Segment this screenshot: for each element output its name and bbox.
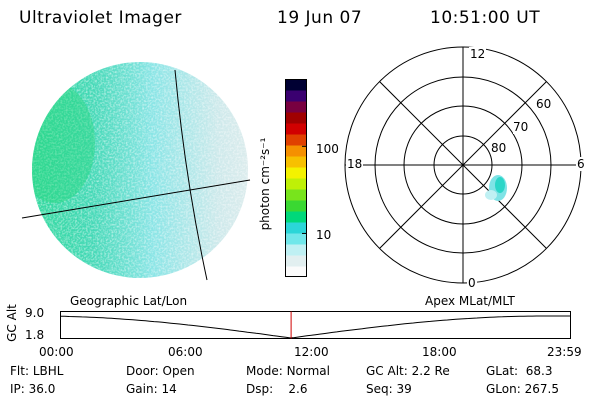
info-dsp-value: 2.6	[288, 382, 308, 396]
colorbar-segment	[285, 222, 307, 234]
mlt-label-6: 6	[576, 157, 586, 171]
colorbar-segment	[285, 211, 307, 223]
info-seq: Seq: 39	[366, 382, 412, 396]
mlt-label-18: 18	[346, 157, 364, 171]
colorbar-segment	[285, 134, 307, 146]
info-door-value: Open	[162, 364, 195, 378]
info-mode: Mode: Normal	[246, 364, 330, 378]
time-tick-2359: 23:59	[547, 345, 582, 359]
colorbar-segment	[285, 178, 307, 190]
disk-bright-region	[32, 83, 95, 203]
projection-caption-right: Apex MLat/MLT	[425, 294, 515, 308]
polar-mlat-mlt-plot	[344, 46, 582, 284]
info-ip-label: IP:	[10, 382, 25, 396]
info-dsp: Dsp: 2.6	[246, 382, 308, 396]
info-gain-label: Gain:	[126, 382, 158, 396]
timeline-ytick-low: 1.8	[25, 328, 45, 342]
info-glon: GLon: 267.5	[486, 382, 559, 396]
info-glon-value: 267.5	[524, 382, 559, 396]
time-tick-0600: 06:00	[168, 345, 203, 359]
colorbar-segment	[285, 167, 307, 179]
mlat-label-80: 80	[491, 141, 507, 155]
altitude-timeline-plot	[60, 311, 571, 339]
info-gcalt-value: 2.2 Re	[411, 364, 450, 378]
equator-line	[21, 179, 251, 219]
info-gain-value: 14	[161, 382, 177, 396]
colorbar-segment	[285, 123, 307, 135]
info-ip: IP: 36.0	[10, 382, 55, 396]
mlt-label-0: 0	[467, 276, 477, 290]
info-gcalt-label: GC Alt:	[366, 364, 408, 378]
info-ip-value: 36.0	[28, 382, 56, 396]
colorbar-segment	[285, 200, 307, 212]
colorbar-segment	[285, 189, 307, 201]
colorbar-segment	[285, 79, 307, 91]
colorbar-tick-10: 10	[316, 228, 332, 242]
colorbar-segment	[285, 101, 307, 113]
time-tick-1200: 12:00	[294, 345, 329, 359]
time-tick-0000: 00:00	[39, 345, 74, 359]
colorbar-segment	[285, 233, 307, 245]
info-glat: GLat: 68.3	[486, 364, 552, 378]
timeline-frame	[60, 311, 571, 339]
info-gain: Gain: 14	[126, 382, 177, 396]
colorbar-segment	[285, 255, 307, 267]
timeline-y-label: GC Alt	[5, 304, 19, 342]
colorbar-tick-100: 100	[316, 142, 339, 156]
emission-fringe	[485, 190, 497, 200]
colorbar	[285, 79, 307, 278]
info-flt: Flt: LBHL	[10, 364, 63, 378]
colorbar-unit-label: photon cm⁻²s⁻¹	[258, 137, 272, 231]
info-glat-value: 68.3	[525, 364, 553, 378]
terminator-line	[174, 69, 208, 281]
colorbar-segment	[285, 90, 307, 102]
info-seq-value: 39	[396, 382, 412, 396]
info-gcalt: GC Alt: 2.2 Re	[366, 364, 450, 378]
info-flt-label: Flt:	[10, 364, 29, 378]
observation-time: 10:51:00 UT	[430, 8, 541, 28]
info-flt-value: LBHL	[32, 364, 64, 378]
emission-core	[495, 177, 505, 193]
time-tick-1800: 18:00	[422, 345, 457, 359]
auroral-emission-patch	[485, 175, 507, 201]
colorbar-segment	[285, 266, 307, 278]
timeline-ytick-high: 9.0	[25, 306, 45, 320]
spacecraft-altitude-curve	[60, 315, 571, 339]
info-door-label: Door:	[126, 364, 159, 378]
observation-date: 19 Jun 07	[277, 8, 363, 28]
info-seq-label: Seq:	[366, 382, 393, 396]
mlt-label-12: 12	[469, 47, 487, 61]
earth-disk-image	[21, 62, 251, 281]
colorbar-segment	[285, 156, 307, 168]
projection-caption-left: Geographic Lat/Lon	[70, 294, 188, 308]
mlat-label-70: 70	[513, 120, 529, 134]
mlat-label-60: 60	[536, 97, 552, 111]
disk-speckle	[32, 62, 248, 278]
colorbar-segment	[285, 145, 307, 157]
info-mode-label: Mode:	[246, 364, 283, 378]
info-dsp-label: Dsp:	[246, 382, 274, 396]
colorbar-segment	[285, 244, 307, 256]
info-glon-label: GLon:	[486, 382, 521, 396]
info-door: Door: Open	[126, 364, 195, 378]
colorbar-frame	[285, 79, 307, 277]
polar-line-diagonal-b	[379, 81, 547, 249]
instrument-title: Ultraviolet Imager	[19, 8, 182, 28]
info-glat-label: GLat:	[486, 364, 519, 378]
colorbar-segment	[285, 112, 307, 124]
info-mode-value: Normal	[286, 364, 330, 378]
